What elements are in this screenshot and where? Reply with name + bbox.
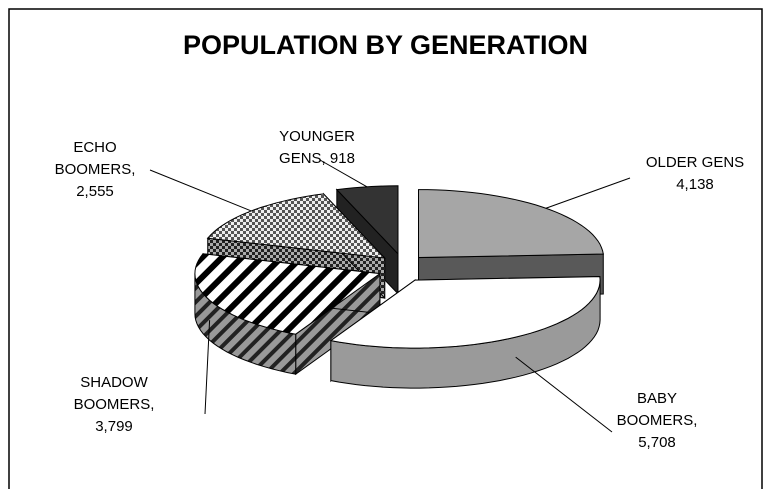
slice-top <box>194 253 382 335</box>
data-label: ECHO BOOMERS, 2,555 <box>45 137 145 203</box>
label-name: SHADOW BOOMERS, <box>73 374 155 413</box>
leader-line <box>515 356 613 433</box>
slice-top <box>417 189 604 259</box>
slice <box>329 276 601 389</box>
leaders <box>149 159 631 433</box>
leader-line <box>149 169 252 212</box>
label-name: OLDER GENS <box>645 154 745 171</box>
slice <box>194 253 382 376</box>
label-name: YOUNGER GENS, <box>279 128 355 167</box>
leader-line <box>545 177 631 209</box>
label-value: 2,555 <box>76 183 114 200</box>
slice-top <box>329 276 601 349</box>
frame <box>8 8 763 489</box>
data-label: BABY BOOMERS, 5,708 <box>612 388 702 454</box>
label-name: ECHO BOOMERS, <box>54 139 136 178</box>
label-value: 5,708 <box>638 434 676 451</box>
slice-top <box>335 185 399 256</box>
data-label: SHADOW BOOMERS, 3,799 <box>64 372 164 438</box>
pie <box>194 185 604 389</box>
label-value: 918 <box>329 150 355 167</box>
chart-title: POPULATION BY GENERATION <box>182 30 589 60</box>
data-label: YOUNGER GENS, 918 <box>262 126 372 170</box>
slice-top <box>206 193 386 259</box>
leader-line <box>319 159 368 188</box>
label-name: BABY BOOMERS, <box>616 390 698 429</box>
label-value: 3,799 <box>95 418 133 435</box>
label-value: 4,138 <box>676 176 714 193</box>
leader-line <box>204 320 211 415</box>
data-label: OLDER GENS 4,138 <box>630 152 760 196</box>
